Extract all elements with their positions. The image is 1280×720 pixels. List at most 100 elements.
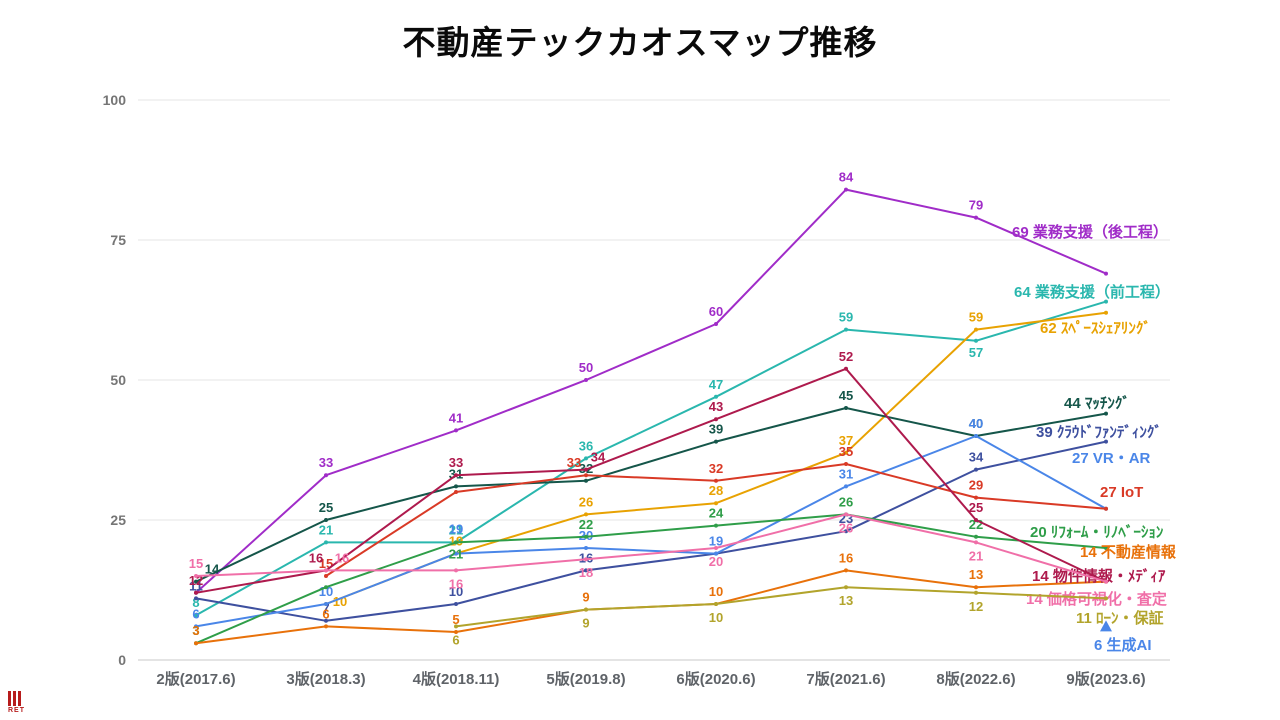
series-end-label: 64 業務支援（前工程）	[1014, 283, 1170, 301]
series-line-9	[195, 367, 1107, 594]
data-label: 6	[192, 606, 199, 621]
data-label: 47	[709, 377, 723, 392]
series-end-label: 14 物件情報・ﾒﾃﾞｨｱ	[1032, 567, 1166, 585]
data-point	[714, 546, 718, 550]
data-label: 34	[969, 450, 984, 465]
data-label: 24	[709, 506, 724, 521]
data-label: 26	[839, 520, 853, 535]
data-point	[844, 462, 848, 466]
series-end-label: 62 ｽﾍﾟｰｽｼｪｱﾘﾝｸﾞ	[1040, 319, 1151, 337]
data-label: 43	[709, 399, 723, 414]
data-point	[1104, 271, 1108, 276]
data-label: 50	[579, 360, 593, 375]
data-label: 26	[839, 494, 853, 509]
data-point	[454, 630, 458, 634]
data-label: 33	[449, 455, 463, 470]
data-point	[714, 523, 718, 528]
data-label: 16	[309, 550, 323, 565]
chart-title: 不動産テックカオスマップ推移	[402, 24, 878, 61]
data-label: 21	[319, 522, 333, 537]
data-label: 13	[839, 593, 853, 608]
data-point	[584, 568, 588, 573]
series-end-label: 6 生成AI	[1094, 636, 1152, 654]
data-point	[584, 557, 588, 562]
data-point	[194, 624, 198, 629]
data-point	[1104, 596, 1108, 601]
data-label: 28	[709, 483, 723, 498]
data-point	[714, 417, 718, 422]
data-label: 5	[452, 612, 459, 627]
data-point	[1104, 546, 1108, 550]
data-point	[1104, 299, 1108, 304]
data-point	[194, 574, 198, 578]
data-point	[974, 327, 978, 332]
data-label: 20	[709, 554, 723, 569]
data-label: 22	[579, 517, 593, 532]
data-point	[974, 338, 978, 343]
series-end-label: 39 ｸﾗｳﾄﾞﾌｧﾝﾃﾞｨﾝｸﾞ	[1036, 423, 1162, 441]
series-end-label: 27 IoT	[1100, 484, 1143, 501]
y-axis-label: 25	[110, 512, 126, 528]
data-point	[1104, 579, 1108, 584]
data-label: 9	[582, 616, 589, 631]
y-axis-label: 75	[110, 232, 126, 248]
data-point	[844, 568, 848, 573]
data-point	[844, 484, 848, 489]
series-line-10	[195, 513, 1107, 583]
series-line-3	[195, 407, 1107, 583]
data-point	[324, 602, 328, 606]
data-label: 31	[839, 466, 853, 481]
data-point	[844, 585, 848, 590]
data-label: 59	[969, 310, 983, 325]
data-label: 41	[449, 410, 463, 425]
data-point	[194, 641, 198, 646]
series-line-4	[195, 440, 1107, 622]
y-axis-label: 100	[103, 92, 127, 108]
data-label: 14	[205, 562, 220, 577]
ret-logo: RET	[8, 690, 38, 714]
data-point	[844, 327, 848, 332]
data-label: 26	[579, 494, 593, 509]
data-label: 21	[969, 548, 983, 563]
data-point	[324, 618, 328, 623]
y-axis-label: 50	[110, 372, 126, 388]
data-label: 84	[839, 170, 854, 185]
data-point	[324, 518, 328, 522]
data-label: 3	[192, 623, 199, 638]
data-label: 32	[709, 461, 723, 476]
data-label: 37	[839, 433, 853, 448]
data-label: 7	[322, 601, 329, 616]
series-line-1	[195, 300, 1107, 617]
logo-text: RET	[8, 707, 25, 714]
data-point	[454, 428, 458, 433]
data-point	[974, 585, 978, 590]
data-point	[714, 551, 718, 556]
data-label: 33	[567, 455, 581, 470]
data-point	[584, 378, 588, 382]
data-label: 10	[709, 584, 723, 599]
data-point	[1104, 506, 1108, 511]
series-line-0	[195, 188, 1107, 594]
series-line-11	[455, 586, 1107, 628]
data-label: 45	[839, 388, 853, 403]
data-point	[454, 540, 458, 545]
data-point	[194, 590, 198, 595]
data-point	[454, 484, 458, 489]
data-label: 29	[969, 478, 983, 493]
data-point	[714, 478, 718, 483]
x-axis-label: 9版(2023.6)	[1066, 670, 1145, 688]
data-label: 15	[189, 556, 203, 571]
data-point	[324, 473, 328, 478]
data-label: 40	[969, 416, 983, 431]
series-end-label: 27 VR・AR	[1072, 450, 1151, 467]
data-point	[844, 187, 848, 192]
x-axis-label: 3版(2018.3)	[286, 670, 365, 688]
series-end-label: 11 ﾛｰﾝ・保証	[1076, 609, 1164, 627]
data-label: 16	[839, 550, 853, 565]
data-point	[714, 322, 718, 326]
x-axis-label: 7版(2021.6)	[806, 670, 885, 688]
data-point	[974, 215, 978, 220]
data-label: 9	[582, 590, 589, 605]
data-label: 39	[709, 422, 723, 437]
